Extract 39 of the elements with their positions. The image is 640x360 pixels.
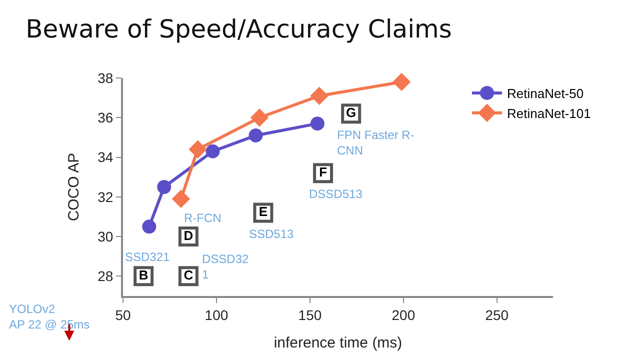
annotation: DSSD513	[309, 187, 363, 201]
y-tick-label: 28	[98, 268, 114, 284]
x-axis-title: inference time (ms)	[274, 334, 402, 352]
point	[250, 108, 269, 127]
legend-label: RetinaNet-101	[507, 106, 591, 121]
annotation: R-FCN	[184, 211, 222, 225]
x-tick-label: 50	[115, 306, 131, 323]
point	[392, 72, 411, 92]
text: YOLOv2 AP 22 @ 25ms	[9, 302, 90, 332]
annotation: DSSD32 1	[202, 252, 250, 282]
point	[206, 144, 220, 158]
x-tick-label: 100	[204, 306, 228, 323]
data-label: C	[184, 267, 194, 282]
chart-title: Beware of Speed/Accuracy Claims	[26, 14, 452, 44]
data-label: B	[138, 267, 148, 282]
y-tick-label: 36	[98, 110, 114, 126]
data-label: F	[319, 164, 328, 180]
point	[188, 140, 207, 158]
y-tick-label: 30	[98, 228, 114, 244]
x-tick-label: 200	[392, 306, 416, 323]
point	[248, 128, 263, 142]
point	[142, 220, 156, 234]
point	[310, 116, 324, 131]
point	[310, 86, 328, 105]
y-tick-label: 32	[98, 188, 114, 205]
point	[172, 190, 190, 208]
legend-label: RetinaNet-50	[507, 86, 584, 102]
x-tick-label: 150	[298, 306, 322, 323]
y-tick-label: 34	[98, 149, 114, 166]
point	[157, 180, 172, 194]
y-tick-label: 38	[98, 70, 114, 86]
data-label: E	[258, 204, 268, 220]
annotation: SSD321	[125, 250, 170, 264]
data-label: G	[346, 104, 356, 120]
annotation: SSD513	[249, 227, 294, 241]
y-axis-title: COCO AP	[65, 152, 82, 222]
x-tick-label: 250	[485, 306, 509, 323]
data-label: D	[184, 228, 194, 243]
annotation: FPN Faster R- CNN	[337, 128, 414, 158]
